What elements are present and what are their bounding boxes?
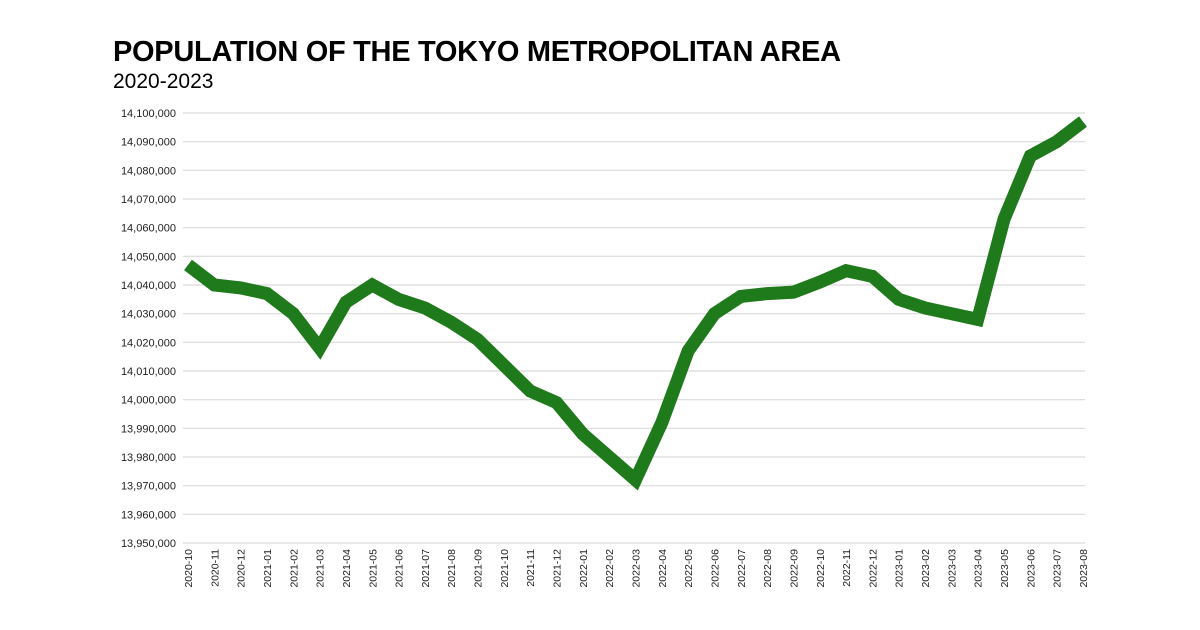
y-tick-label: 14,090,000: [121, 137, 176, 149]
series-line: [184, 116, 1087, 491]
chart-title: POPULATION OF THE TOKYO METROPOLITAN ARE…: [113, 36, 841, 68]
x-tick-label: 2020-11: [209, 549, 221, 587]
x-tick-label: 2022-12: [867, 549, 879, 588]
x-tick-label: 2022-11: [841, 549, 853, 587]
x-tick-label: 2021-05: [367, 549, 379, 588]
y-tick-label: 14,020,000: [121, 337, 176, 349]
x-tick-label: 2023-04: [973, 549, 985, 588]
x-tick-label: 2022-04: [657, 549, 669, 588]
x-tick-label: 2021-01: [262, 549, 274, 588]
y-tick-label: 14,070,000: [121, 194, 176, 206]
x-tick-label: 2022-06: [709, 549, 721, 588]
y-tick-label: 14,050,000: [121, 251, 176, 263]
y-tick-label: 14,030,000: [121, 309, 176, 321]
x-tick-label: 2021-08: [446, 549, 458, 588]
x-tick-label: 2023-05: [999, 549, 1011, 588]
x-tick-label: 2023-08: [1078, 549, 1090, 588]
y-tick-label: 13,950,000: [121, 538, 176, 550]
x-tick-label: 2022-03: [631, 549, 643, 588]
x-tick-label: 2021-04: [341, 549, 353, 588]
x-tick-label: 2022-08: [762, 549, 774, 588]
y-tick-label: 14,000,000: [121, 395, 176, 407]
y-tick-label: 14,080,000: [121, 165, 176, 177]
x-tick-label: 2021-10: [499, 549, 511, 588]
x-tick-label: 2021-11: [525, 549, 537, 587]
y-tick-label: 13,980,000: [121, 452, 176, 464]
x-tick-label: 2020-10: [183, 549, 195, 588]
y-tick-label: 14,100,000: [121, 108, 176, 120]
x-tick-label: 2023-07: [1052, 549, 1064, 588]
x-tick-label: 2021-12: [552, 549, 564, 588]
y-tick-label: 13,970,000: [121, 481, 176, 493]
y-tick-label: 14,060,000: [121, 223, 176, 235]
x-tick-label: 2021-02: [288, 549, 300, 588]
y-tick-label: 13,960,000: [121, 509, 176, 521]
x-tick-label: 2021-09: [473, 549, 485, 588]
x-tick-label: 2022-01: [578, 549, 590, 588]
y-tick-label: 14,010,000: [121, 366, 176, 378]
x-tick-label: 2022-07: [736, 549, 748, 588]
x-tick-label: 2022-02: [604, 549, 616, 588]
x-tick-label: 2022-09: [788, 549, 800, 588]
x-tick-label: 2021-06: [394, 549, 406, 588]
x-tick-label: 2021-07: [420, 549, 432, 588]
x-tick-label: 2022-10: [815, 549, 827, 588]
x-tick-label: 2022-05: [683, 549, 695, 588]
x-tick-label: 2020-12: [236, 549, 248, 588]
x-tick-label: 2023-03: [946, 549, 958, 588]
y-tick-label: 13,990,000: [121, 423, 176, 435]
x-tick-label: 2023-01: [894, 549, 906, 588]
chart-subtitle: 2020-2023: [113, 70, 214, 93]
x-tick-label: 2023-06: [1025, 549, 1037, 588]
x-tick-label: 2023-02: [920, 549, 932, 588]
x-tick-label: 2021-03: [315, 549, 327, 588]
y-tick-label: 14,040,000: [121, 280, 176, 292]
